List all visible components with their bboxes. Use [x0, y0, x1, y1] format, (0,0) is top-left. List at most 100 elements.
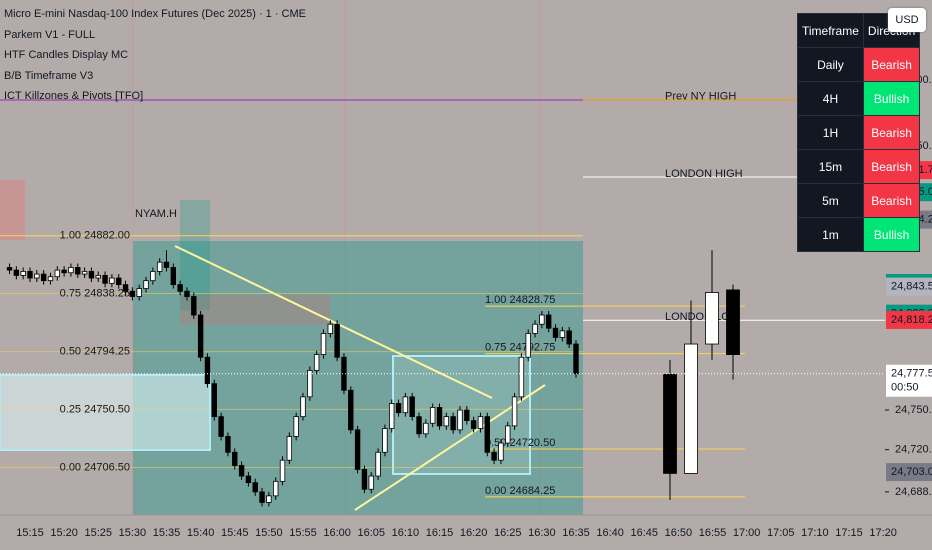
candle	[279, 456, 286, 486]
candle-body	[13, 269, 20, 276]
price-tag	[886, 310, 932, 329]
candle-body	[116, 277, 122, 286]
annotation: NYAM.H	[135, 208, 177, 220]
candle	[409, 392, 415, 421]
timeframe-cell: 15m	[797, 149, 864, 184]
candle-body	[313, 354, 320, 371]
candle-body	[177, 284, 183, 292]
candle-body	[259, 491, 265, 503]
candle-body	[245, 475, 252, 484]
candle	[293, 412, 299, 441]
candle-body	[88, 271, 95, 279]
direction-cell: Bullish	[862, 217, 921, 252]
candle-body	[156, 261, 163, 272]
candle	[505, 421, 511, 448]
candle-body	[272, 480, 279, 497]
fib-label: 0.50 24794.25	[60, 346, 130, 358]
candle-body	[293, 416, 299, 437]
candle-body	[334, 323, 340, 358]
candle	[443, 412, 450, 430]
candle-body	[464, 409, 470, 422]
candle-body	[68, 267, 74, 274]
x-tick-label: 17:20	[869, 527, 897, 539]
candle	[429, 403, 436, 428]
candle-body	[218, 416, 224, 437]
session-level-label: LONDON HIGH	[665, 168, 743, 180]
indicator[interactable]: HTF Candles Display MC	[4, 49, 129, 61]
candle-body	[143, 280, 149, 289]
candle-body	[382, 428, 388, 453]
candle	[436, 403, 443, 430]
candle-body	[546, 314, 552, 329]
candle-body	[402, 396, 409, 414]
session-level-label: LONDON LOW	[665, 311, 741, 323]
candle	[211, 379, 217, 421]
timeframe-cell: Daily	[797, 47, 864, 82]
candle-body	[409, 396, 415, 418]
candle	[238, 461, 245, 481]
candle-body	[457, 409, 463, 431]
candle	[511, 392, 518, 430]
candle-body	[300, 396, 306, 418]
x-tick-label: 16:30	[528, 527, 556, 539]
indicator-legend: Micro E-mini Nasdaq-100 Index Futures (D…	[4, 4, 306, 107]
x-tick-label: 15:15	[16, 527, 44, 539]
timeframe-cell: 4H	[797, 81, 864, 116]
candle	[197, 311, 204, 362]
candle	[47, 272, 54, 285]
fib-label: 0.25 24750.50	[60, 403, 130, 415]
candle-body	[81, 271, 88, 275]
fib-label: 0.00 24684.25	[485, 485, 555, 497]
x-tick-label: 16:10	[392, 527, 420, 539]
indicator[interactable]: ICT Killzones & Pivots [TFO]	[4, 90, 144, 102]
candle	[150, 267, 156, 285]
x-tick-label: 15:35	[153, 527, 181, 539]
candle	[225, 432, 231, 457]
candle	[518, 353, 525, 401]
timeframe-cell: 1m	[797, 217, 864, 252]
candle	[573, 340, 579, 378]
candle-body	[498, 442, 504, 461]
candle-body	[6, 267, 13, 271]
candle-body	[341, 356, 347, 391]
candle	[402, 392, 409, 417]
indicator[interactable]: B/B Timeframe V3	[4, 69, 94, 82]
candle	[552, 324, 559, 342]
indicator[interactable]: Parkem V1 - FULL	[4, 28, 96, 41]
candle	[252, 478, 258, 496]
candle-body	[511, 396, 518, 427]
candle	[300, 392, 306, 421]
candle	[559, 326, 566, 342]
candle	[27, 267, 33, 282]
direction-cell: Bearish	[862, 149, 921, 184]
candle-body	[354, 429, 361, 470]
candle	[232, 448, 238, 470]
candle	[177, 280, 183, 296]
candle	[6, 263, 13, 275]
candle-body	[136, 288, 142, 297]
candle	[163, 250, 170, 272]
x-tick-label: 15:30	[119, 527, 147, 539]
x-tick-label: 16:15	[426, 527, 454, 539]
candle-body	[122, 284, 129, 292]
price-tag-label: 24,703.00	[891, 466, 932, 478]
candle-body	[539, 314, 545, 325]
candle-body	[95, 274, 101, 279]
x-tick-label: 17:10	[801, 527, 829, 539]
fib-label: 0.75 24838.25	[60, 287, 130, 299]
candle	[61, 266, 67, 277]
candle-body	[320, 333, 327, 355]
candle	[368, 472, 374, 494]
candle	[266, 491, 272, 507]
currency-button[interactable]: USD	[888, 8, 926, 32]
table-row: 5m Bearish	[797, 183, 921, 218]
x-tick-label: 15:25	[84, 527, 112, 539]
y-tick-label: 24,720.00	[895, 444, 932, 456]
candle	[129, 287, 136, 301]
candle	[272, 477, 279, 500]
price-tag-label: 24,818.25	[891, 314, 932, 326]
symbol-title[interactable]: Micro E-mini Nasdaq-100 Index Futures (D…	[4, 8, 306, 20]
candle	[122, 280, 129, 296]
candle	[348, 386, 354, 434]
candle	[191, 292, 197, 319]
